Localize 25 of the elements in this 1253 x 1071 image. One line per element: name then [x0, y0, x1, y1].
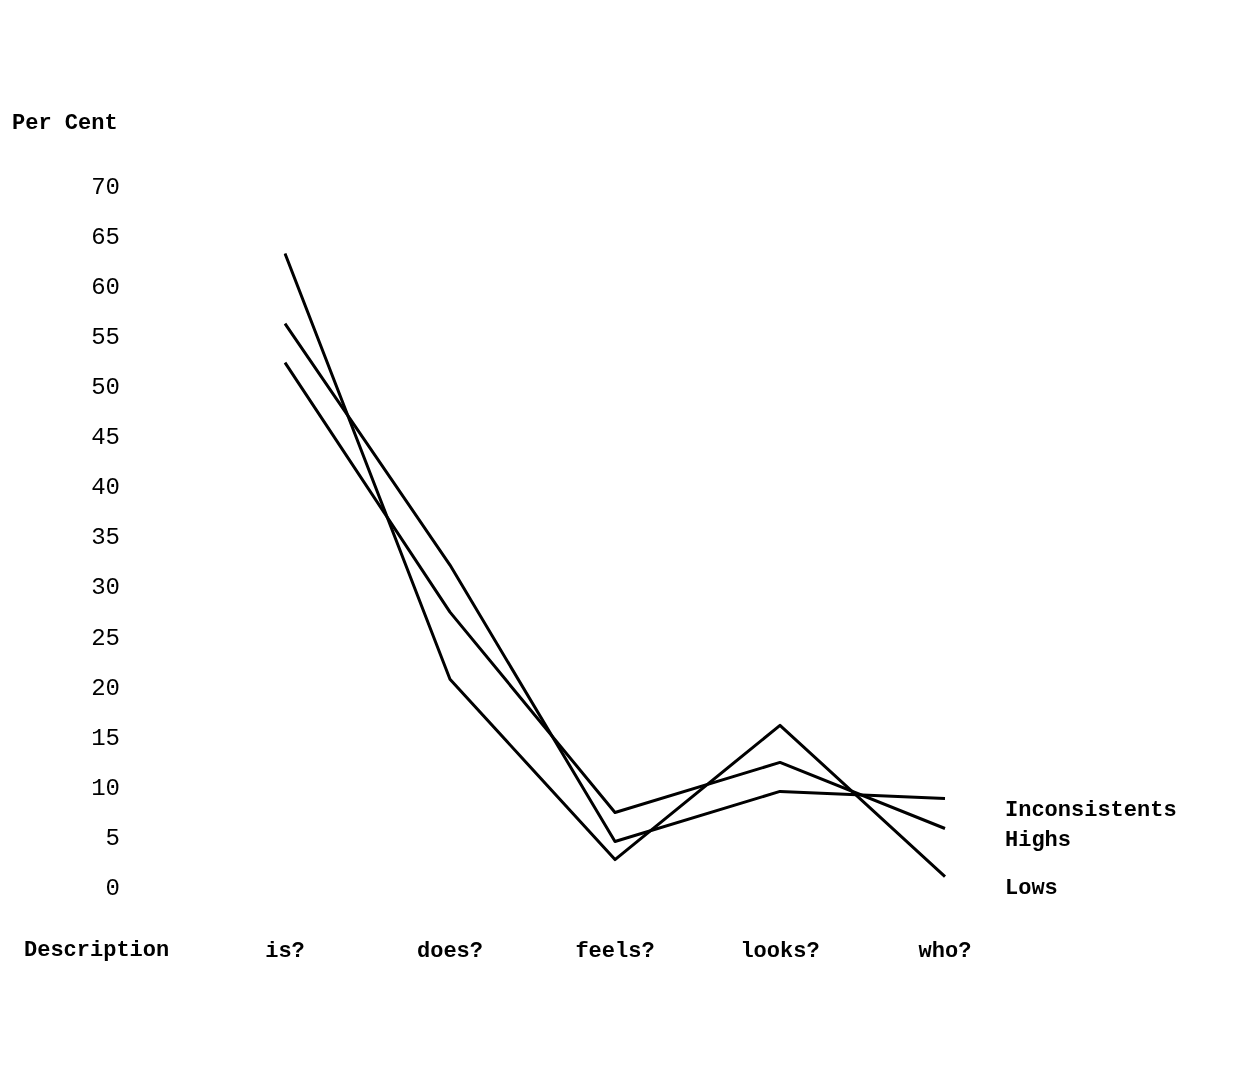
y-tick-label: 55	[91, 324, 120, 352]
y-tick-label: 5	[105, 824, 120, 852]
y-tick-label: 60	[91, 273, 120, 301]
y-tick-label: 40	[91, 474, 120, 502]
y-tick-label: 30	[91, 574, 120, 602]
y-tick-label: 35	[91, 524, 120, 552]
text: Lows	[1005, 876, 1058, 902]
y-tick-label: 20	[91, 674, 120, 702]
x-tick-label: is?	[265, 939, 305, 965]
y-tick-label: 10	[91, 774, 120, 802]
y-tick-label: 0	[105, 874, 120, 902]
y-axis-title: Per Cent	[12, 110, 118, 136]
text: Highs	[1005, 828, 1072, 854]
y-tick-label: 45	[91, 424, 120, 452]
y-tick-label: 70	[91, 173, 120, 201]
x-tick-label: does?	[416, 939, 484, 965]
x-tick-label: feels?	[575, 939, 655, 965]
y-tick-label: 50	[91, 374, 120, 402]
text: Inconsistents	[1005, 797, 1177, 823]
y-tick-label: 65	[91, 223, 120, 251]
y-tick-label: 25	[91, 624, 120, 652]
x-tick-label: looks?	[740, 939, 820, 965]
x-tick-label: who?	[918, 939, 972, 965]
y-tick-label: 15	[91, 724, 120, 752]
x-axis-title: Description	[24, 938, 170, 964]
